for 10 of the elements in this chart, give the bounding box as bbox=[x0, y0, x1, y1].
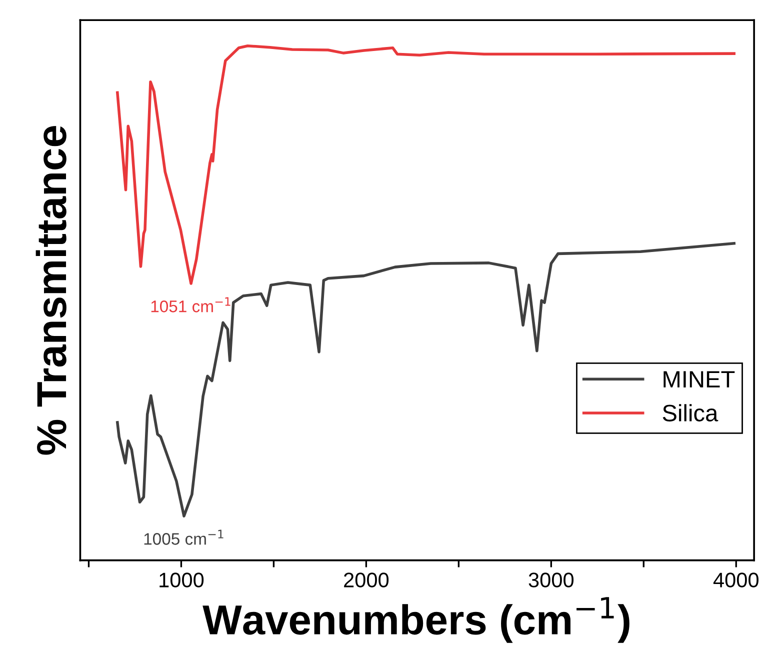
x-tick-label: 2000 bbox=[344, 572, 389, 588]
legend-label: Silica bbox=[662, 404, 718, 422]
x-tick-label: 1000 bbox=[160, 572, 204, 588]
annotation: 1005 cm$^{−1}$ bbox=[144, 530, 224, 545]
x-tick-label: 3000 bbox=[528, 572, 574, 588]
annotation: 1051 cm$^{−1}$ bbox=[151, 297, 230, 312]
x-axis-title: Wavenumbers (cm$^{−1}$) bbox=[202, 597, 630, 643]
legend-label: MINET bbox=[664, 371, 735, 388]
y-axis-title: % Transmittance bbox=[36, 126, 66, 455]
x-tick-label: 4000 bbox=[713, 572, 758, 588]
